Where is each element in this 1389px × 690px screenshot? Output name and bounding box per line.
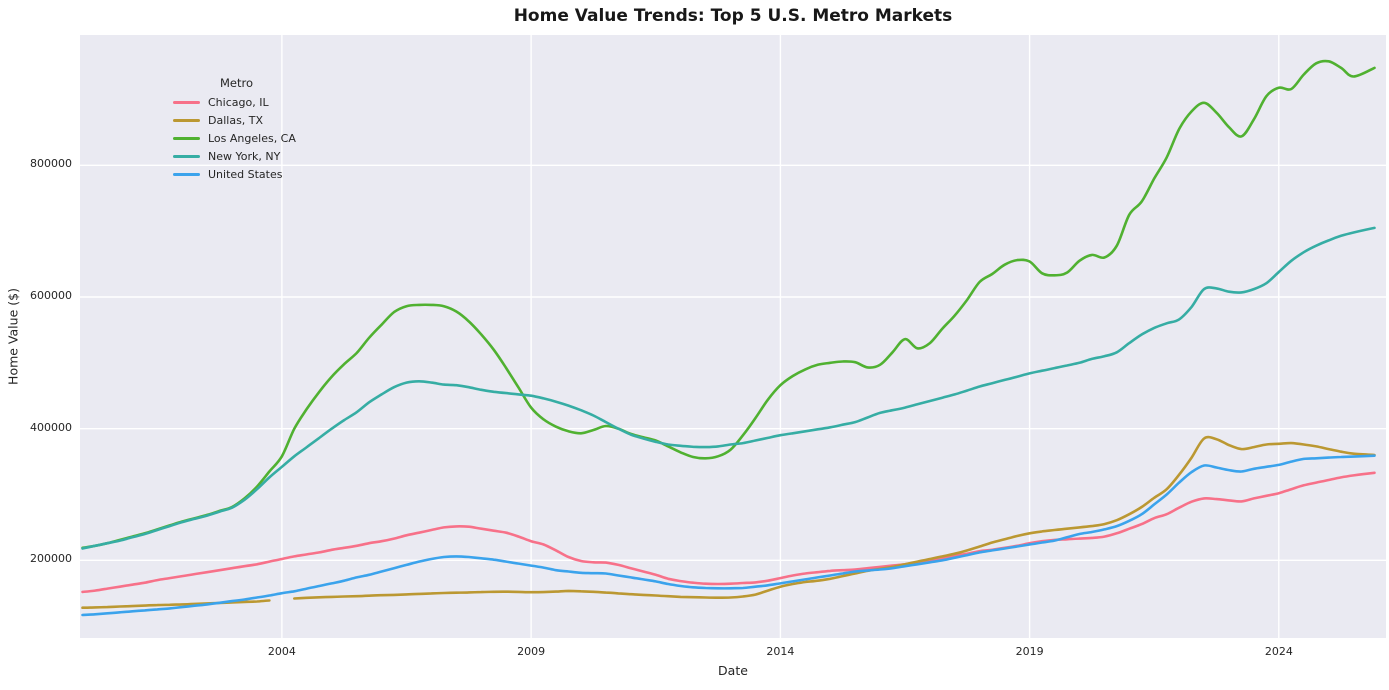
- series-line-dallas-tx: [293, 435, 1376, 600]
- series-line-los-angeles-ca: [81, 59, 1376, 550]
- x-tick-label: 2024: [1264, 645, 1293, 658]
- series-line-chicago-il: [81, 471, 1376, 594]
- legend-swatch-icon: [173, 136, 200, 140]
- legend-swatch-icon: [173, 118, 200, 122]
- legend-title: Metro: [220, 76, 254, 90]
- plot-svg: [80, 35, 1386, 638]
- legend-swatch-icon: [173, 100, 200, 104]
- x-axis-label: Date: [718, 663, 748, 678]
- legend-label: Los Angeles, CA: [208, 131, 296, 145]
- y-tick-label: 400000: [30, 420, 72, 434]
- y-tick-label: 800000: [30, 157, 72, 171]
- legend-item-new-york-ny: New York, NY: [173, 147, 296, 165]
- x-tick-label: 2014: [766, 645, 795, 658]
- series-line-dallas-tx: [81, 599, 271, 609]
- series-line-new-york-ny: [81, 226, 1376, 550]
- legend-label: Dallas, TX: [208, 113, 264, 127]
- y-tick-label: 600000: [30, 289, 72, 302]
- legend-label: Chicago, IL: [208, 95, 269, 109]
- legend: Metro Chicago, IL Dallas, TX Los Angeles, …: [173, 76, 296, 183]
- legend-label: United States: [208, 167, 283, 181]
- legend-item-united-states: United States: [173, 165, 296, 183]
- legend-item-chicago-il: Chicago, IL: [173, 93, 296, 111]
- y-tick-label: 200000: [30, 552, 72, 566]
- legend-items: Chicago, IL Dallas, TX Los Angeles, CA New …: [173, 93, 296, 183]
- x-tick-label: 2019: [1015, 645, 1044, 658]
- x-tick-label: 2009: [517, 645, 546, 658]
- series-line-united-states: [81, 454, 1376, 617]
- x-tick-label: 2004: [267, 645, 296, 658]
- legend-item-dallas-tx: Dallas, TX: [173, 111, 296, 129]
- plot-area: Metro Chicago, IL Dallas, TX Los Angeles, …: [80, 35, 1386, 638]
- legend-label: New York, NY: [208, 149, 281, 163]
- legend-item-los-angeles-ca: Los Angeles, CA: [173, 129, 296, 147]
- y-axis-label: Home Value ($): [5, 288, 21, 385]
- legend-swatch-icon: [173, 172, 200, 176]
- legend-swatch-icon: [173, 154, 200, 158]
- chart-title: Home Value Trends: Top 5 U.S. Metro Mark…: [513, 6, 953, 26]
